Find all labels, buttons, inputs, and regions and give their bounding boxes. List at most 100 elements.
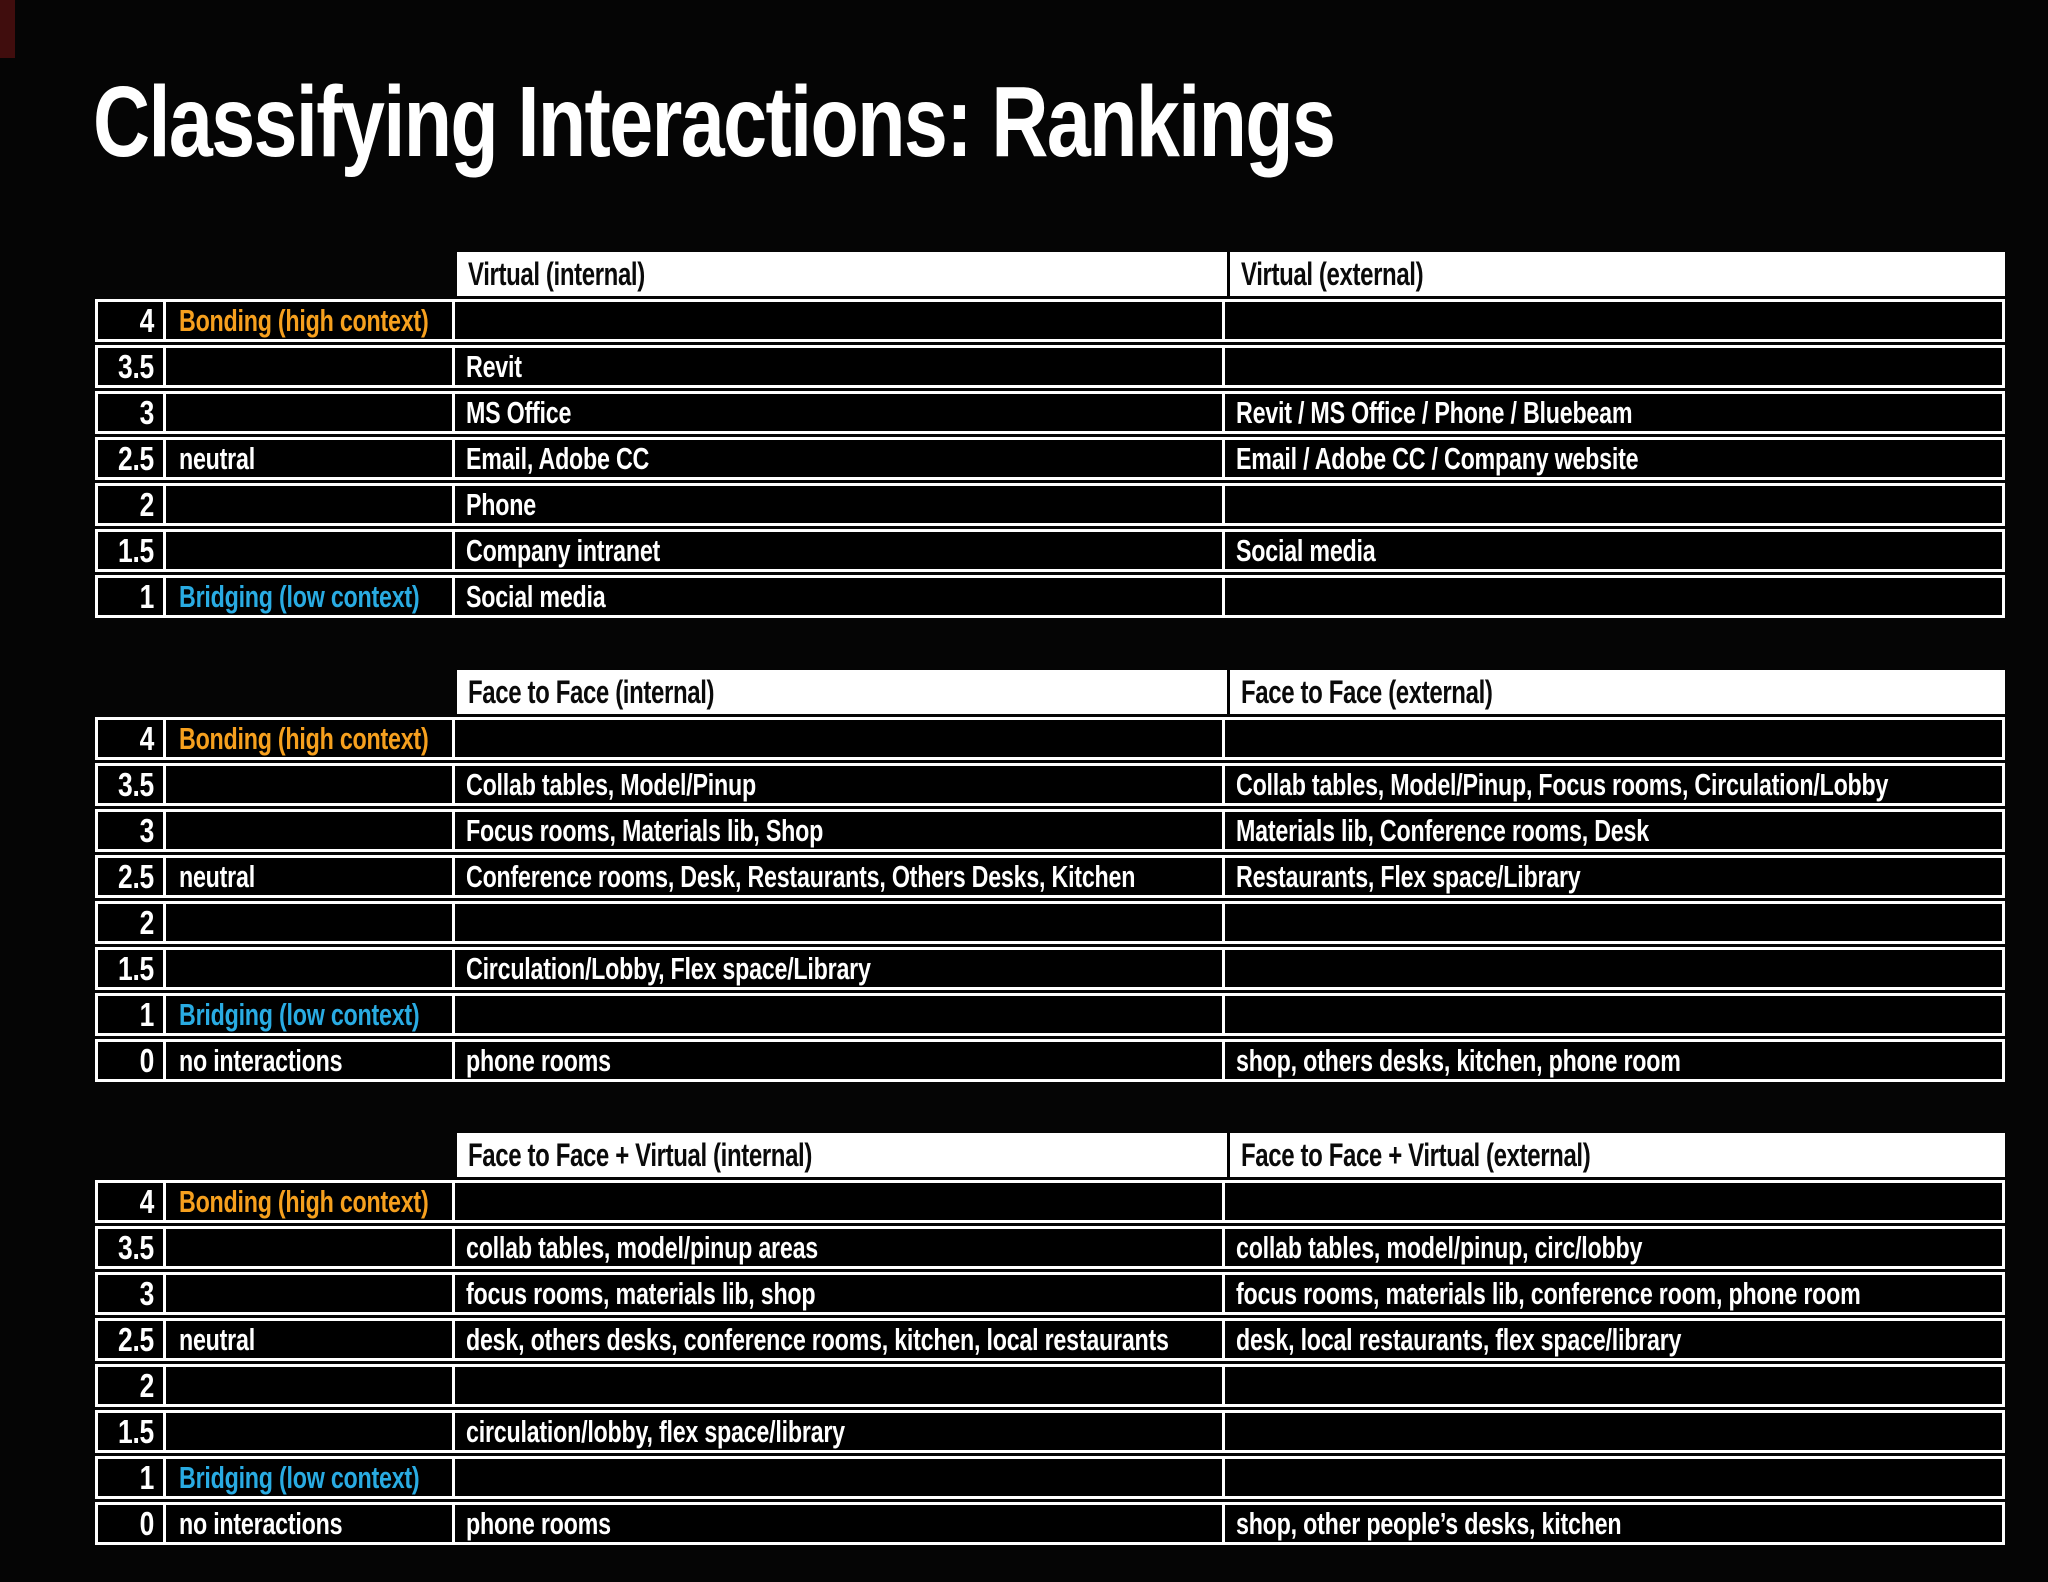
external-value-text: Collab tables, Model/Pinup, Focus rooms,… [1236,766,1889,802]
external-value-text: collab tables, model/pinup, circ/lobby [1236,1229,1643,1265]
external-value-text: desk, local restaurants, flex space/libr… [1236,1321,1682,1357]
rank-value: 4 [139,1183,155,1220]
table-row: 1 Bridging (low context) [95,993,2005,1036]
rank-value: 2.5 [118,1321,154,1358]
external-value-text: Revit / MS Office / Phone / Bluebeam [1236,394,1633,430]
internal-value-cell: circulation/lobby, flex space/library [455,1413,1225,1450]
rank-cell: 4 [98,1183,166,1220]
table-row: 4 Bonding (high context) [95,1180,2005,1223]
table-row: 3.5 Revit [95,345,2005,388]
rank-cell: 3 [98,812,166,849]
header-cell-external: Virtual (external) [1230,252,2005,296]
rank-cell: 2 [98,486,166,523]
table-row: 3.5 Collab tables, Model/Pinup Collab tabl… [95,763,2005,806]
header-internal-text: Face to Face (internal) [468,673,715,710]
category-label-cell: Bonding (high context) [166,302,455,339]
rank-value: 2 [139,486,155,523]
table-row: 3 Focus rooms, Materials lib, Shop Materia… [95,809,2005,852]
header-internal-text: Face to Face + Virtual (internal) [468,1136,812,1173]
table-row: 3 MS Office Revit / MS Office / Phone / Bl… [95,391,2005,434]
rank-cell: 2.5 [98,440,166,477]
internal-value-text: circulation/lobby, flex space/library [466,1413,845,1449]
table-header-row: Face to Face (internal) Face to Face (ext… [95,670,2005,714]
category-label-cell: no interactions [166,1505,455,1542]
rank-cell: 1 [98,578,166,615]
table-row: 3.5 collab tables, model/pinup areas colla… [95,1226,2005,1269]
internal-value-cell [455,1367,1225,1404]
rank-cell: 3.5 [98,1229,166,1266]
internal-value-cell [455,1183,1225,1220]
header-internal-text: Virtual (internal) [468,255,645,292]
corner-accent-bar [0,0,15,58]
rank-cell: 2 [98,904,166,941]
internal-value-cell: desk, others desks, conference rooms, ki… [455,1321,1225,1358]
external-value-cell [1225,348,2002,385]
header-external-text: Virtual (external) [1241,255,1424,292]
external-value-cell: focus rooms, materials lib, conference r… [1225,1275,2002,1312]
rank-value: 1.5 [118,1413,154,1450]
rank-cell: 2.5 [98,1321,166,1358]
internal-value-text: Revit [466,348,522,384]
header-cell-internal: Face to Face + Virtual (internal) [457,1133,1230,1177]
category-label-cell [166,950,455,987]
internal-value-text: Phone [466,486,536,522]
category-label-cell: no interactions [166,1042,455,1079]
header-external-text: Face to Face (external) [1241,673,1493,710]
rank-cell: 4 [98,302,166,339]
header-cell-internal: Virtual (internal) [457,252,1230,296]
rank-cell: 2.5 [98,858,166,895]
external-value-cell: Collab tables, Model/Pinup, Focus rooms,… [1225,766,2002,803]
internal-value-text: phone rooms [466,1042,611,1078]
rank-cell: 1.5 [98,950,166,987]
rank-cell: 3.5 [98,348,166,385]
table-row: 4 Bonding (high context) [95,299,2005,342]
external-value-cell: Materials lib, Conference rooms, Desk [1225,812,2002,849]
table-header-row: Face to Face + Virtual (internal) Face to… [95,1133,2005,1177]
category-label-text: Bridging (low context) [179,1459,420,1495]
external-value-cell [1225,720,2002,757]
table-row: 1.5 circulation/lobby, flex space/library [95,1410,2005,1453]
category-label-cell: neutral [166,1321,455,1358]
internal-value-cell: Phone [455,486,1225,523]
rank-cell: 0 [98,1042,166,1079]
external-value-cell [1225,1413,2002,1450]
internal-value-text: focus rooms, materials lib, shop [466,1275,816,1311]
external-value-cell [1225,1367,2002,1404]
external-value-text: Email / Adobe CC / Company website [1236,440,1639,476]
internal-value-text: Company intranet [466,532,661,568]
header-cell-external: Face to Face (external) [1230,670,2005,714]
external-value-cell: Social media [1225,532,2002,569]
internal-value-text: phone rooms [466,1505,611,1541]
internal-value-cell: Circulation/Lobby, Flex space/Library [455,950,1225,987]
external-value-cell [1225,1183,2002,1220]
table-row: 1.5 Company intranet Social media [95,529,2005,572]
external-value-text: shop, others desks, kitchen, phone room [1236,1042,1681,1078]
table-row: 2 [95,901,2005,944]
category-label-text: neutral [179,440,255,476]
internal-value-cell: Focus rooms, Materials lib, Shop [455,812,1225,849]
table-row: 2.5 neutral Conference rooms, Desk, Restau… [95,855,2005,898]
internal-value-cell [455,1459,1225,1496]
table-row: 4 Bonding (high context) [95,717,2005,760]
table-row: 1.5 Circulation/Lobby, Flex space/Library [95,947,2005,990]
external-value-cell: Email / Adobe CC / Company website [1225,440,2002,477]
header-spacer [95,252,457,296]
external-value-text: Social media [1236,532,1376,568]
external-value-cell: Restaurants, Flex space/Library [1225,858,2002,895]
category-label-text: Bonding (high context) [179,1183,429,1219]
rank-cell: 1 [98,1459,166,1496]
external-value-text: Materials lib, Conference rooms, Desk [1236,812,1649,848]
category-label-cell: Bridging (low context) [166,996,455,1033]
category-label-cell: Bridging (low context) [166,1459,455,1496]
rank-value: 2.5 [118,858,154,895]
rank-cell: 3 [98,394,166,431]
external-value-cell: collab tables, model/pinup, circ/lobby [1225,1229,2002,1266]
external-value-cell [1225,486,2002,523]
rank-value: 3 [139,1275,155,1312]
internal-value-cell: Company intranet [455,532,1225,569]
category-label-text: no interactions [179,1042,343,1078]
category-label-cell: Bridging (low context) [166,578,455,615]
category-label-cell [166,766,455,803]
table-row: 1 Bridging (low context) Social media [95,575,2005,618]
external-value-cell: shop, others desks, kitchen, phone room [1225,1042,2002,1079]
